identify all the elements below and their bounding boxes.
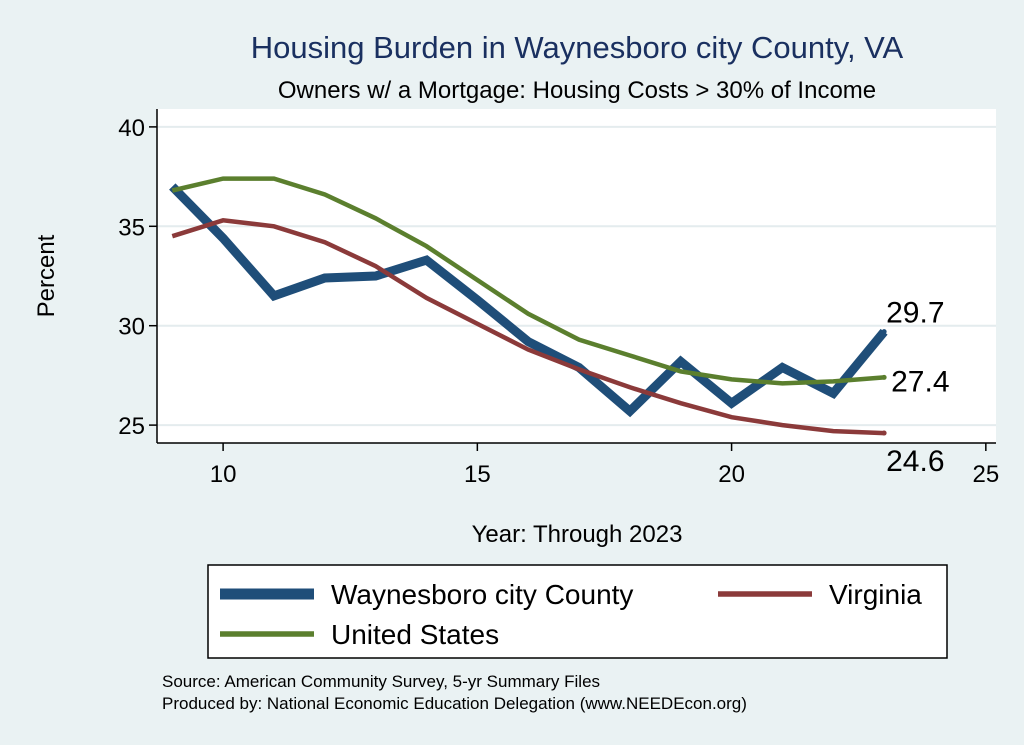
- y-axis-label: Percent: [33, 234, 60, 317]
- legend-label-0: Waynesboro city County: [331, 579, 633, 610]
- series-line-0: [169, 183, 888, 418]
- x-tick-label: 25: [972, 461, 999, 488]
- end-label-1: 24.6: [886, 445, 944, 478]
- x-tick-label: 10: [210, 461, 237, 488]
- end-label-2: 27.4: [891, 365, 949, 398]
- legend-label-2: United States: [331, 619, 499, 650]
- legend: Waynesboro city County Virginia United Sta…: [220, 579, 922, 650]
- source-line-2: Produced by: National Economic Education…: [162, 694, 747, 713]
- legend-label-1: Virginia: [829, 579, 922, 610]
- series-end-marker-0: [881, 329, 887, 335]
- series-end-marker-2: [881, 374, 887, 380]
- y-tick-label: 35: [118, 214, 145, 241]
- x-tick-label: 15: [464, 461, 491, 488]
- y-tick-label: 30: [118, 314, 145, 341]
- plot-area: [157, 109, 996, 443]
- tick-labels: 25 30 35 40 10 15 20 25: [118, 115, 999, 488]
- y-tick-label: 25: [118, 413, 145, 440]
- source-line-1: Source: American Community Survey, 5-yr …: [162, 672, 600, 691]
- series-line-2: [171, 176, 885, 386]
- end-label-0: 29.7: [886, 297, 944, 330]
- series-end-marker-1: [881, 430, 887, 436]
- end-labels: 29.7 24.6 27.4: [886, 297, 949, 478]
- series-line-1: [171, 218, 885, 436]
- gridlines: [157, 125, 996, 427]
- series-lines: [169, 176, 888, 436]
- x-tick-label: 20: [718, 461, 745, 488]
- chart-subtitle: Owners w/ a Mortgage: Housing Costs > 30…: [278, 77, 876, 104]
- legend-box: [207, 564, 948, 659]
- chart-title: Housing Burden in Waynesboro city County…: [251, 30, 904, 65]
- x-axis-label: Year: Through 2023: [472, 521, 683, 548]
- y-tick-label: 40: [118, 115, 145, 142]
- axes: [149, 109, 996, 451]
